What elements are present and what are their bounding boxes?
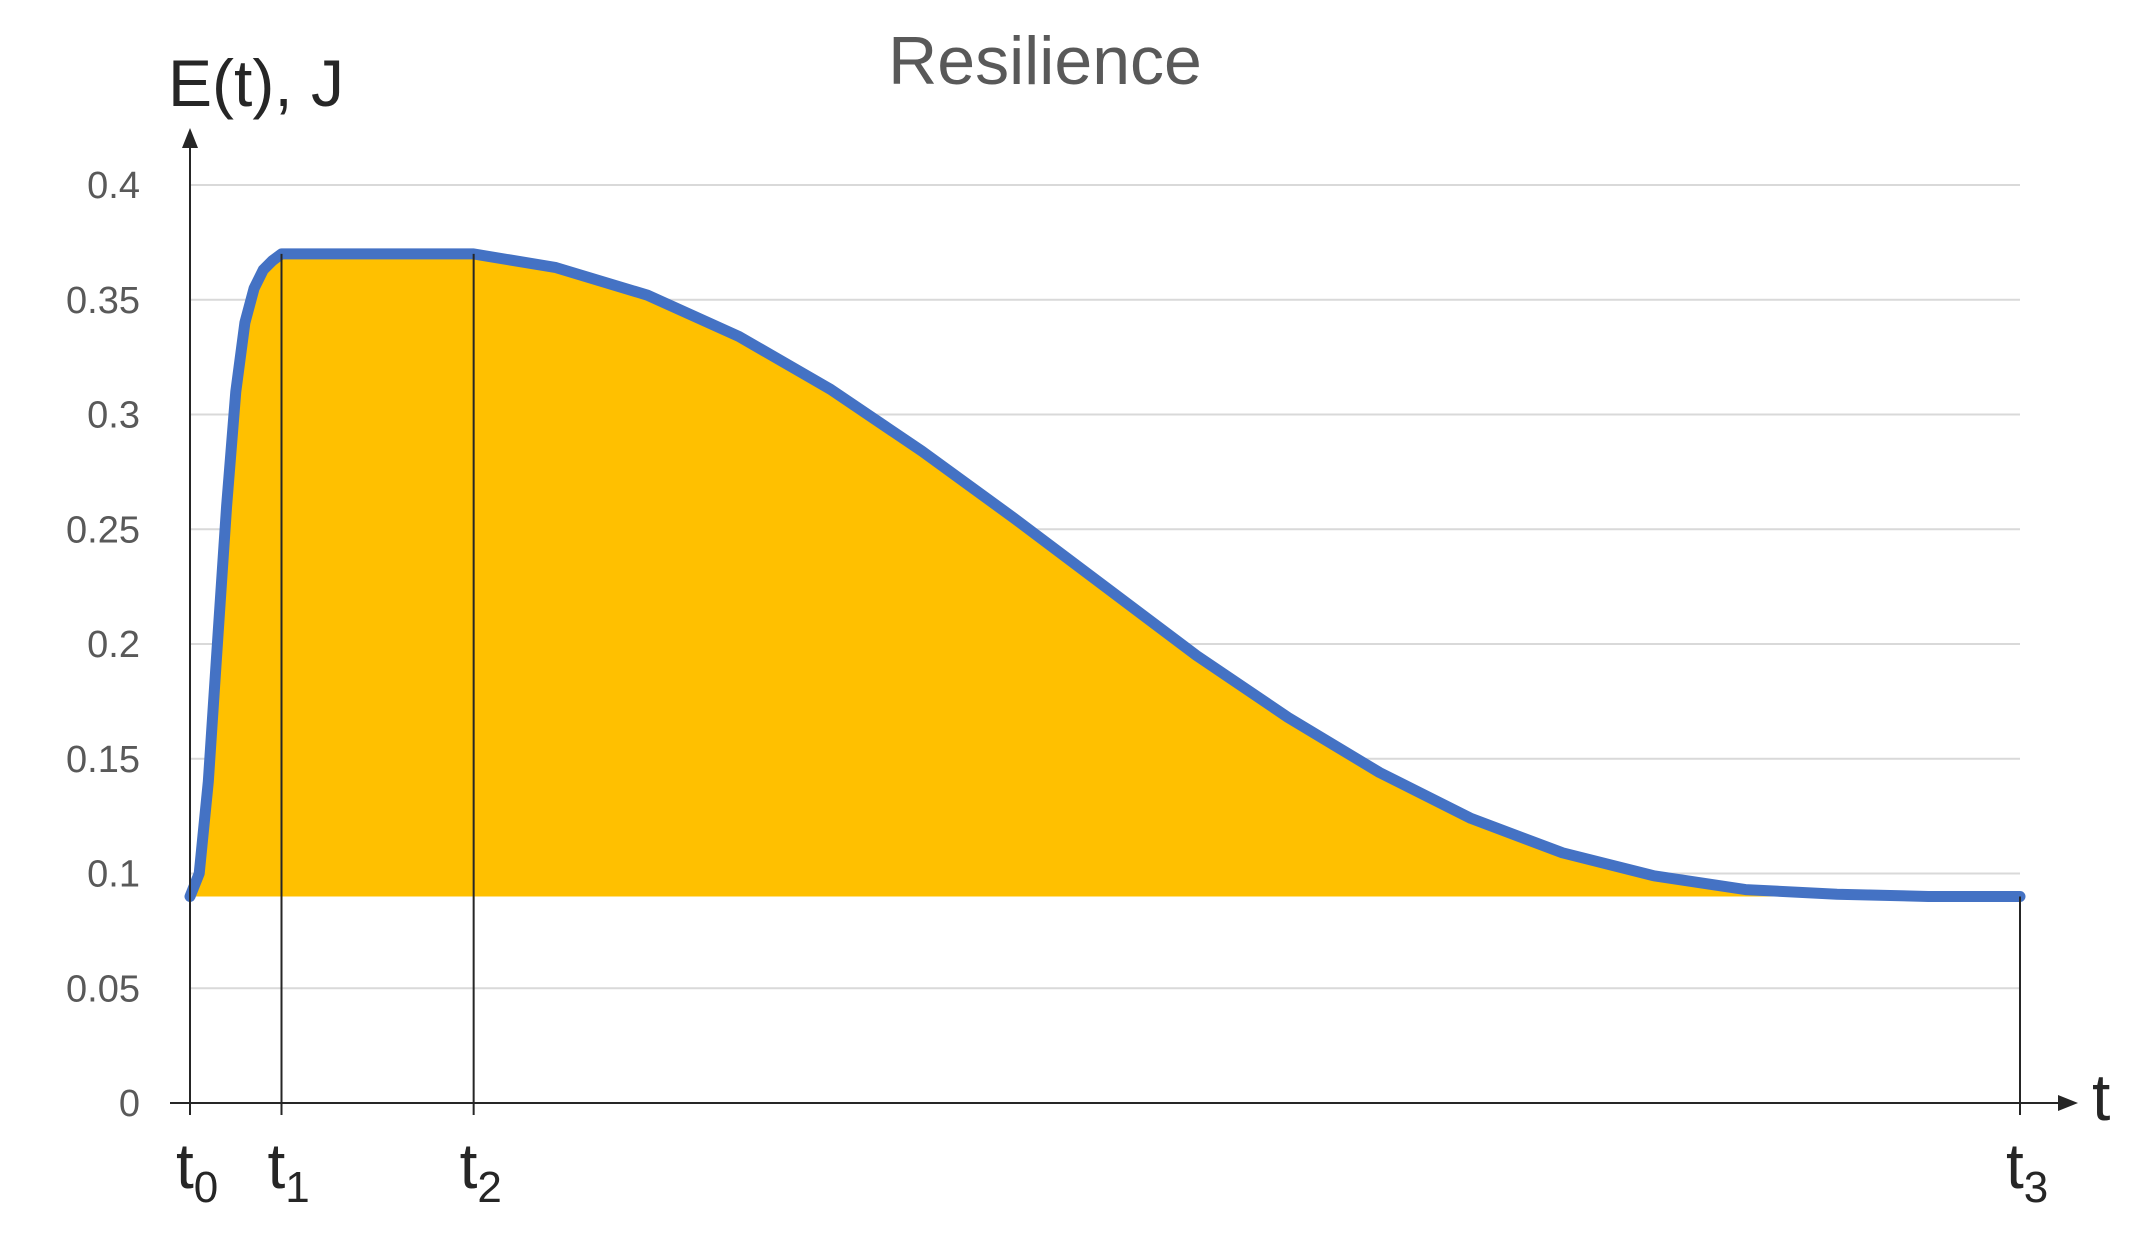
- y-tick-label: 0.25: [66, 509, 140, 551]
- y-axis-title: E(t), J: [168, 46, 344, 120]
- x-marker-letter: t: [176, 1130, 194, 1202]
- axes: [170, 128, 2078, 1115]
- y-tick-label: 0.3: [87, 395, 140, 437]
- x-marker-letter: t: [460, 1130, 478, 1202]
- x-axis-arrow: [2058, 1095, 2078, 1111]
- x-marker-label: t3: [2006, 1130, 2048, 1212]
- x-marker-label: t1: [268, 1130, 310, 1212]
- x-marker-subscript: 0: [194, 1163, 218, 1212]
- y-axis-arrow: [182, 128, 198, 148]
- y-tick-label: 0.1: [87, 854, 140, 896]
- plot-area: [184, 248, 2026, 902]
- x-marker-letter: t: [268, 1130, 286, 1202]
- x-axis-title: t: [2092, 1060, 2110, 1134]
- series-line: [184, 248, 2026, 902]
- x-marker-subscript: 2: [477, 1163, 501, 1212]
- marker-guide-lines: [280, 253, 2021, 1115]
- area-fill: [190, 253, 2020, 897]
- x-marker-labels: t0 t1 t2 t3: [176, 1130, 2048, 1212]
- x-marker-subscript: 1: [285, 1163, 309, 1212]
- y-tick-label: 0.05: [66, 968, 140, 1010]
- x-marker-label: t2: [460, 1130, 502, 1212]
- y-tick-label: 0.15: [66, 739, 140, 781]
- y-tick-label: 0.2: [87, 624, 140, 666]
- x-marker-subscript: 3: [2024, 1163, 2048, 1212]
- x-marker-letter: t: [2006, 1130, 2024, 1202]
- x-marker-label: t0: [176, 1130, 218, 1212]
- y-tick-label: 0.35: [66, 280, 140, 322]
- chart-title: Resilience: [888, 23, 1202, 99]
- y-tick-labels: 0 0.05 0.1 0.15 0.2 0.25 0.3 0.35 0.4: [66, 165, 140, 1125]
- y-tick-label: 0.4: [87, 165, 140, 207]
- y-tick-label: 0: [119, 1083, 140, 1125]
